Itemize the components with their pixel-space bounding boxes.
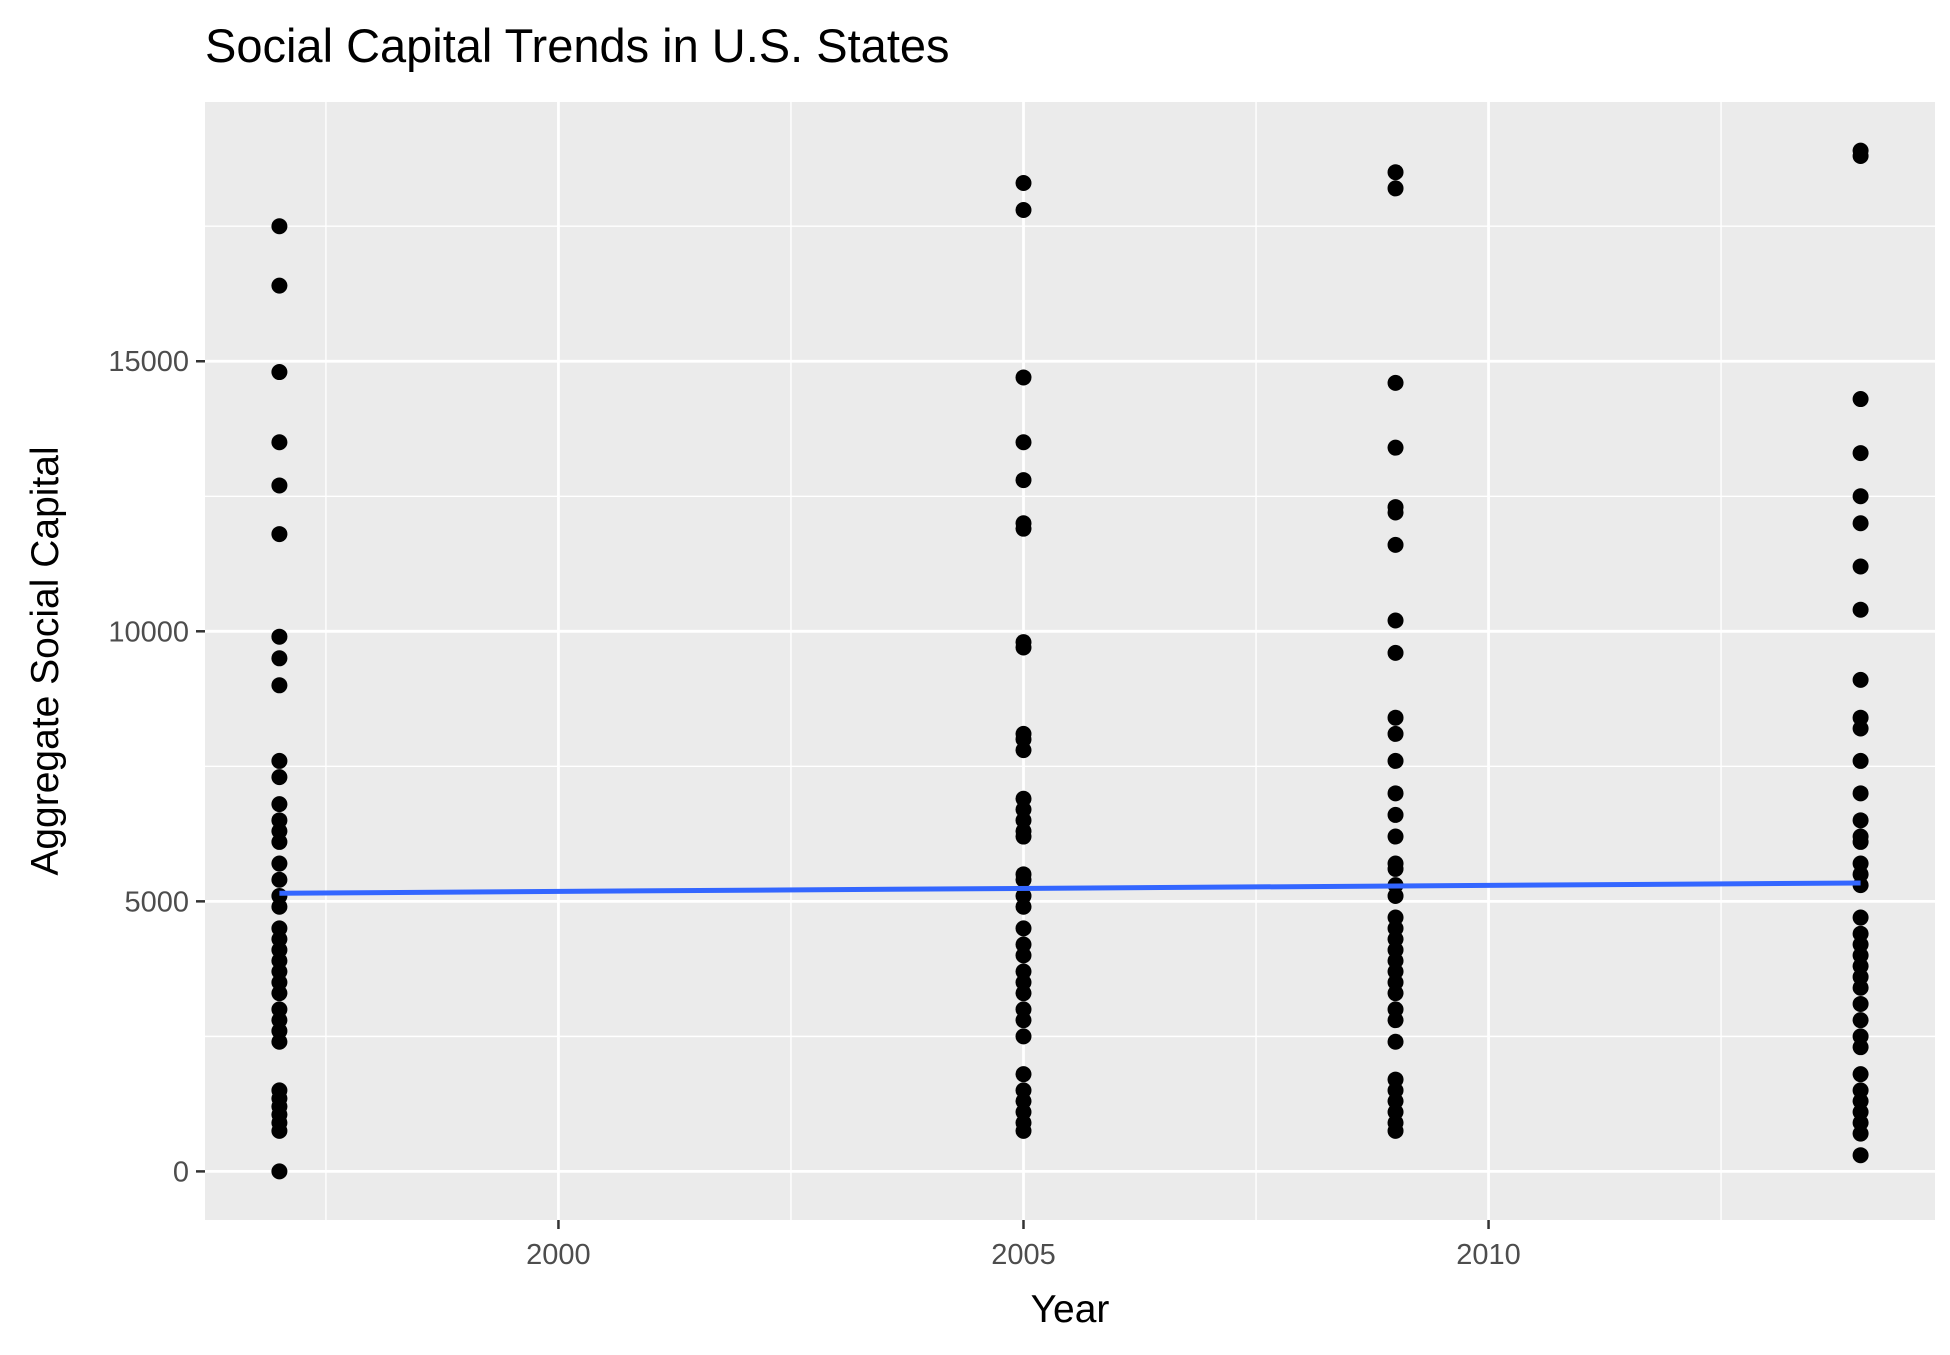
- data-point: [1852, 785, 1869, 802]
- data-point: [1852, 1147, 1869, 1164]
- data-point: [1015, 985, 1032, 1002]
- data-point: [271, 218, 288, 235]
- y-tick-label: 10000: [108, 616, 189, 648]
- y-axis-title: Aggregate Social Capital: [24, 446, 67, 875]
- data-point: [271, 477, 288, 494]
- data-point: [1852, 979, 1869, 996]
- data-point: [1852, 995, 1869, 1012]
- data-point: [271, 1033, 288, 1050]
- data-point: [271, 985, 288, 1002]
- plot-panel: [205, 102, 1935, 1220]
- data-point: [1852, 812, 1869, 829]
- x-axis-title: Year: [1031, 1288, 1110, 1331]
- data-point: [1015, 898, 1032, 915]
- data-point: [271, 855, 288, 872]
- data-point: [1387, 985, 1404, 1002]
- data-point: [1387, 860, 1404, 877]
- data-point: [1852, 720, 1869, 737]
- data-point: [1852, 391, 1869, 408]
- data-point: [1015, 828, 1032, 845]
- data-point: [1387, 709, 1404, 726]
- data-point: [1015, 639, 1032, 656]
- data-point: [1852, 148, 1869, 165]
- data-point: [1852, 1039, 1869, 1056]
- data-point: [1852, 1125, 1869, 1142]
- data-point: [1387, 828, 1404, 845]
- data-point: [1015, 920, 1032, 937]
- data-point: [1015, 1122, 1032, 1139]
- trend-line-layer: [279, 880, 1861, 896]
- data-point: [1015, 434, 1032, 451]
- data-point: [1387, 612, 1404, 629]
- data-point: [1015, 1028, 1032, 1045]
- data-point: [1852, 909, 1869, 926]
- data-point: [1387, 752, 1404, 769]
- trend-line: [279, 880, 1861, 896]
- data-point: [1015, 742, 1032, 759]
- data-point: [1387, 439, 1404, 456]
- x-tick-label: 2005: [991, 1239, 1056, 1271]
- data-point: [271, 650, 288, 667]
- data-point: [1015, 175, 1032, 192]
- data-point: [1387, 164, 1404, 181]
- x-tick-label: 2010: [1456, 1239, 1521, 1271]
- data-point: [1015, 1066, 1032, 1083]
- data-point: [271, 833, 288, 850]
- data-point: [1387, 887, 1404, 904]
- y-tick-label: 5000: [124, 886, 189, 918]
- data-point: [1852, 833, 1869, 850]
- data-point: [271, 796, 288, 813]
- data-point: [1387, 785, 1404, 802]
- data-point: [271, 434, 288, 451]
- data-point: [1852, 488, 1869, 505]
- data-point: [1387, 180, 1404, 197]
- y-tick-label: 15000: [108, 346, 189, 378]
- data-point: [1852, 601, 1869, 618]
- data-point: [271, 277, 288, 294]
- x-tick-label: 2000: [526, 1239, 591, 1271]
- y-tick-label: 0: [173, 1156, 189, 1188]
- data-point: [1387, 806, 1404, 823]
- data-point: [1387, 1033, 1404, 1050]
- data-point: [271, 898, 288, 915]
- minor-gridlines: [205, 102, 1935, 1220]
- data-point: [1015, 1012, 1032, 1029]
- data-point: [1387, 374, 1404, 391]
- data-point: [1852, 1012, 1869, 1029]
- data-point: [271, 752, 288, 769]
- data-point: [1852, 445, 1869, 462]
- data-point: [1852, 1066, 1869, 1083]
- data-point: [271, 769, 288, 786]
- data-point: [1015, 472, 1032, 489]
- data-point: [271, 1163, 288, 1180]
- data-point: [1015, 871, 1032, 888]
- y-axis: 0 5000 10000 15000: [108, 346, 205, 1188]
- data-point: [1015, 369, 1032, 386]
- data-point: [1387, 644, 1404, 661]
- data-point: [1852, 671, 1869, 688]
- data-point: [1015, 202, 1032, 219]
- data-point: [1387, 1122, 1404, 1139]
- x-axis: 2000 2005 2010: [526, 1220, 1521, 1271]
- data-point: [271, 1122, 288, 1139]
- data-point: [271, 628, 288, 645]
- data-point: [1015, 520, 1032, 537]
- data-point: [1387, 504, 1404, 521]
- chart-title: Social Capital Trends in U.S. States: [205, 19, 950, 72]
- data-point: [1015, 947, 1032, 964]
- data-point: [1387, 536, 1404, 553]
- data-points: [271, 142, 1869, 1180]
- data-point: [1387, 1012, 1404, 1029]
- data-point: [271, 871, 288, 888]
- data-point: [1852, 752, 1869, 769]
- data-point: [271, 364, 288, 381]
- data-point: [271, 526, 288, 543]
- data-point: [1852, 515, 1869, 532]
- data-point: [1852, 558, 1869, 575]
- data-point: [1387, 725, 1404, 742]
- data-point: [271, 677, 288, 694]
